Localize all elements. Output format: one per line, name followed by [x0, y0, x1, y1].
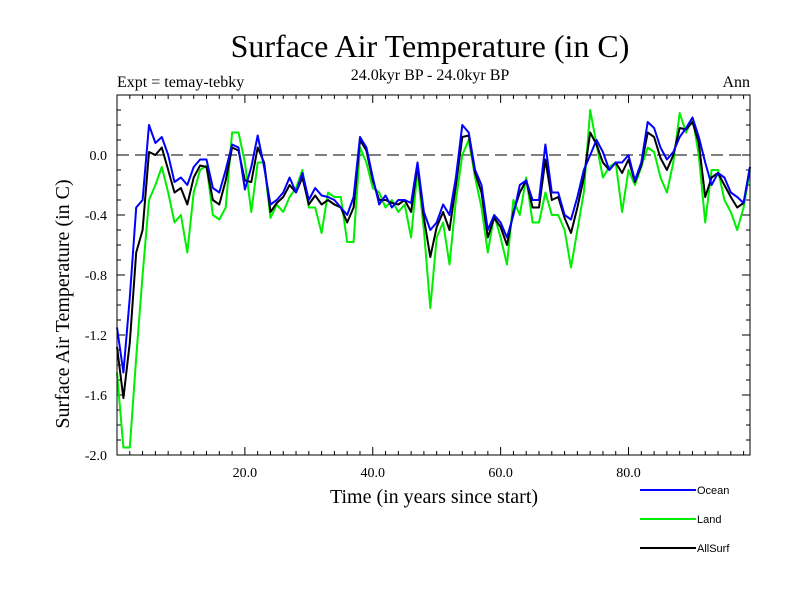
experiment-label: Expt = temay-tebky [117, 74, 244, 91]
x-tick-label: 40.0 [361, 466, 386, 481]
chart-title: Surface Air Temperature (in C) [231, 28, 630, 64]
y-tick-label: -0.4 [85, 209, 107, 224]
series-line-allsurf [116, 121, 751, 399]
legend-label-allsurf: AllSurf [697, 543, 730, 555]
y-tick-label: -0.8 [85, 269, 107, 284]
x-tick-label: 60.0 [488, 466, 513, 481]
y-tick-label: -1.2 [85, 329, 107, 344]
y-axis-label: Surface Air Temperature (in C) [52, 179, 74, 428]
series-line-ocean [116, 116, 751, 374]
y-tick-label: -2.0 [85, 449, 107, 464]
legend-label-land: Land [697, 514, 721, 526]
x-axis-label: Time (in years since start) [330, 486, 538, 508]
series-line-land [116, 109, 751, 449]
y-tick-label: -1.6 [85, 389, 107, 404]
x-tick-label: 80.0 [616, 466, 641, 481]
legend-label-ocean: Ocean [697, 485, 729, 497]
legend: Ocean Land AllSurf [640, 485, 730, 555]
series-layer [116, 109, 751, 449]
x-tick-label: 20.0 [233, 466, 258, 481]
y-tick-label: 0.0 [90, 149, 108, 164]
chart-subtitle: 24.0kyr BP - 24.0kyr BP [351, 67, 510, 84]
plot-frame [116, 94, 751, 456]
period-label: Ann [722, 74, 750, 91]
tick-labels-layer: -2.0 -1.6 -1.2 -0.8 -0.4 0.0 20.0 40.0 60.0 80.0 [85, 149, 641, 481]
